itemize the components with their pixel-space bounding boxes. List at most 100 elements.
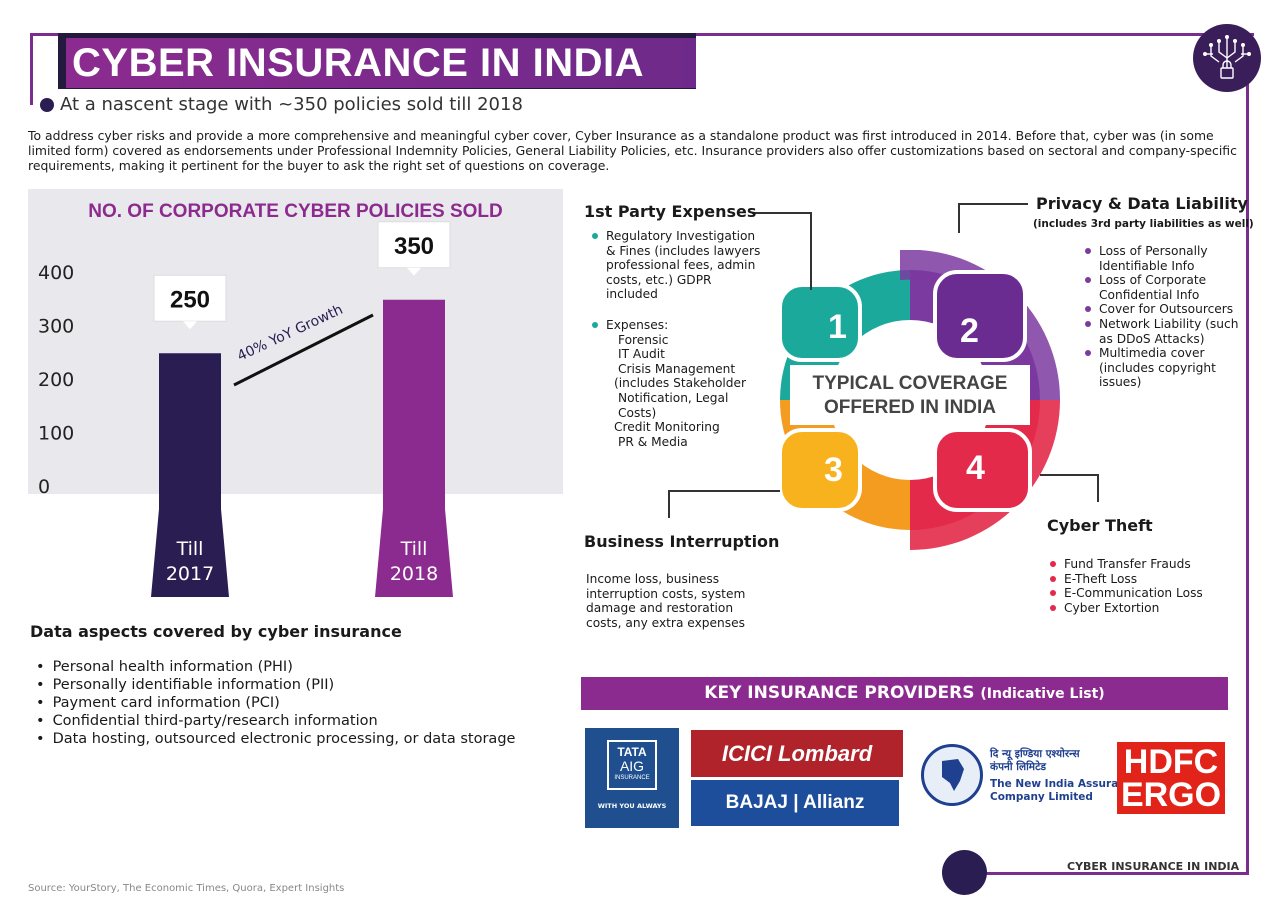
y-tick-label: 300 [38, 316, 74, 338]
number-2: 2 [960, 312, 979, 350]
providers-heading-note: (Indicative List) [980, 686, 1105, 702]
category-label: Till [400, 538, 428, 560]
source-note: Source: YourStory, The Economic Times, Q… [28, 883, 345, 894]
list-item: damage and restoration [586, 601, 734, 616]
tata-aig-logo: TATA AIG INSURANCE WITH YOU ALWAYS [585, 728, 679, 828]
coverage-wheel: 1 2 3 4 TYPICAL COVERAGE OFFERED IN INDI… [778, 250, 1060, 550]
tile-4 [933, 428, 1032, 512]
list-item: Loss of Personally [1085, 244, 1238, 259]
list-item: Personally identifiable information (PII… [36, 676, 515, 694]
connector-line [958, 203, 1028, 205]
list-item: Network Liability (such [1085, 317, 1238, 332]
y-tick-label: 400 [38, 262, 74, 284]
list-item: professional fees, admin [606, 258, 756, 273]
list-item: Identifiable Info [1099, 258, 1195, 273]
subtitle: At a nascent stage with ~350 policies so… [60, 94, 523, 115]
new-india-hindi1: दि न्यू इण्डिया एश्योरन्स [990, 748, 1080, 760]
hdfc-ergo-logo: HDFC ERGO [1117, 742, 1225, 814]
y-tick-label: 100 [38, 423, 74, 445]
number-3: 3 [824, 451, 843, 489]
list-item: Expenses: [592, 318, 746, 333]
first-party-list: Regulatory Investigation & Fines (includ… [592, 229, 760, 302]
new-india-text: दि न्यू इण्डिया एश्योरन्स कंपनी लिमिटेड … [990, 748, 1139, 804]
data-aspects-list: Personal health information (PHI) Person… [36, 658, 516, 748]
connector-line [1097, 474, 1099, 502]
list-item: Fund Transfer Frauds [1050, 557, 1203, 572]
expenses-list: Expenses: Forensic IT Audit Crisis Manag… [592, 318, 746, 449]
list-item: Crisis Management [618, 361, 736, 376]
tile-3 [778, 428, 862, 512]
bajaj-allianz-logo: BAJAJ | Allianz [691, 780, 899, 826]
circuit-logo-icon [1193, 24, 1261, 92]
list-item: E-Theft Loss [1050, 572, 1203, 587]
frame-left-line [30, 33, 33, 105]
list-item: included [606, 287, 658, 302]
list-item: Costs) [618, 405, 657, 420]
list-item: IT Audit [618, 347, 665, 362]
list-item: PR & Media [618, 434, 688, 449]
wheel-center-line1: TYPICAL COVERAGE [813, 373, 1008, 394]
list-item: Forensic [618, 332, 669, 347]
list-item: Confidential third-party/research inform… [36, 712, 515, 730]
hdfc-line2: ERGO [1120, 776, 1222, 814]
category-label: 2017 [166, 563, 214, 585]
data-label-pointer [183, 321, 197, 330]
category-label: Till [176, 538, 204, 560]
list-item: Loss of Corporate [1085, 273, 1238, 288]
data-aspects-heading: Data aspects covered by cyber insurance [30, 622, 402, 641]
bar-base [375, 509, 453, 597]
list-item: Personal health information (PHI) [36, 658, 515, 676]
theft-list: Fund Transfer Frauds E-Theft Loss E-Comm… [1050, 557, 1203, 615]
list-item: (includes copyright [1099, 360, 1216, 375]
connector-line [958, 203, 960, 233]
wheel-center-line2: OFFERED IN INDIA [824, 397, 996, 418]
first-party-heading: 1st Party Expenses [584, 202, 757, 221]
footer-label: CYBER INSURANCE IN INDIA [1067, 860, 1240, 873]
subtitle-bullet [40, 98, 54, 112]
y-tick-label: 0 [38, 476, 50, 498]
list-item: interruption costs, system [586, 586, 746, 601]
icici-lombard-logo: ICICI Lombard [691, 730, 903, 777]
connector-line [1040, 474, 1098, 476]
list-item: & Fines (includes lawyers [606, 243, 761, 258]
chart-panel-lower [28, 494, 563, 597]
footer-circle [942, 850, 987, 895]
new-india-emblem-icon [921, 744, 983, 806]
theft-heading: Cyber Theft [1047, 516, 1153, 535]
list-item: Income loss, business [586, 572, 720, 586]
chart-title: NO. OF CORPORATE CYBER POLICIES SOLD [88, 201, 503, 222]
list-item: costs, etc.) GDPR [606, 272, 712, 287]
tata-line2: AIG [619, 758, 645, 774]
page-title: CYBER INSURANCE IN INDIA [66, 38, 696, 88]
tile-2 [933, 270, 1027, 362]
connector-line [810, 212, 812, 290]
list-item: Regulatory Investigation [592, 229, 760, 244]
new-india-en2: Company Limited [990, 791, 1093, 803]
privacy-list: Loss of Personally Identifiable Info Los… [1085, 244, 1238, 390]
privacy-heading: Privacy & Data Liability [1036, 194, 1248, 213]
data-label-pointer [407, 267, 421, 276]
list-item: Confidential Info [1099, 287, 1200, 302]
list-item: Credit Monitoring [614, 420, 720, 435]
list-item: Cyber Extortion [1050, 601, 1203, 616]
intro-paragraph: To address cyber risks and provide a mor… [28, 128, 1237, 173]
tile-1 [778, 283, 862, 362]
new-india-hindi2: कंपनी लिमिटेड [990, 761, 1046, 773]
providers-heading: KEY INSURANCE PROVIDERS [704, 683, 975, 703]
data-label: 250 [170, 286, 210, 313]
business-text: Income loss, business interruption costs… [586, 572, 745, 630]
connector-line [668, 490, 670, 518]
connector-line [752, 212, 812, 214]
providers-heading-bar: KEY INSURANCE PROVIDERS (Indicative List… [581, 677, 1228, 710]
tata-line1: TATA [617, 745, 647, 759]
data-label: 350 [394, 233, 434, 260]
hdfc-line1: HDFC [1123, 743, 1219, 781]
list-item: E-Communication Loss [1050, 586, 1203, 601]
new-india-en1: The New India Assurance [990, 778, 1140, 790]
wheel-center-band [790, 365, 1030, 425]
tata-line3: INSURANCE [614, 775, 650, 781]
list-item: Payment card information (PCI) [36, 694, 515, 712]
tata-tagline: WITH YOU ALWAYS [597, 802, 667, 810]
bar-base [151, 509, 229, 597]
